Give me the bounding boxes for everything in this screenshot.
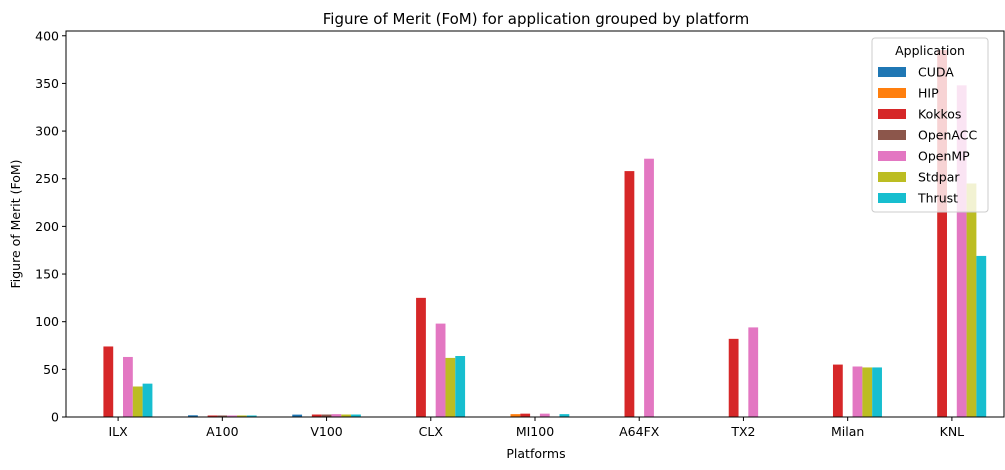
legend-title: Application xyxy=(895,43,965,58)
bar-kokkos-milan xyxy=(832,364,843,417)
legend-swatch-stdpar xyxy=(878,172,906,182)
bar-openmp-clx xyxy=(435,323,446,417)
bar-stdpar-knl xyxy=(966,183,977,417)
bar-openmp-mi100 xyxy=(539,413,550,417)
bar-stdpar-a100 xyxy=(237,415,247,417)
bar-kokkos-clx xyxy=(416,297,426,417)
bar-thrust-ilx xyxy=(142,383,153,417)
x-axis-label: Platforms xyxy=(506,446,565,461)
bar-thrust-mi100 xyxy=(559,414,570,417)
x-tick-label: V100 xyxy=(310,424,342,439)
x-axis: ILX A100 V100 CLX MI100 A64FX TX2 Milan KNL xyxy=(109,417,965,439)
bar-kokkos-a64fx xyxy=(624,171,635,417)
bar-openacc-v100 xyxy=(321,414,332,417)
bar-thrust-milan xyxy=(872,367,882,417)
bar-stdpar-milan xyxy=(862,367,873,417)
x-tick-label: ILX xyxy=(109,424,129,439)
legend-label-stdpar: Stdpar xyxy=(918,170,960,185)
bar-openacc-a100 xyxy=(217,415,228,417)
bars-group xyxy=(103,50,987,418)
legend-swatch-openmp xyxy=(878,151,906,161)
y-axis-label: Figure of Merit (FoM) xyxy=(8,159,23,288)
y-tick-label: 0 xyxy=(51,410,59,425)
bar-openmp-a100 xyxy=(227,415,238,417)
y-tick-label: 400 xyxy=(35,28,59,43)
bar-openmp-milan xyxy=(852,366,863,417)
bar-kokkos-mi100 xyxy=(520,413,531,417)
legend-swatch-openacc xyxy=(878,130,906,140)
x-tick-label: KNL xyxy=(940,424,965,439)
legend-swatch-cuda xyxy=(878,67,906,77)
bar-thrust-clx xyxy=(455,356,466,417)
bar-stdpar-v100 xyxy=(341,414,352,417)
x-tick-label: Milan xyxy=(831,424,864,439)
bar-cuda-v100 xyxy=(292,414,303,417)
bar-kokkos-a100 xyxy=(207,415,218,417)
bar-openmp-tx2 xyxy=(748,327,759,417)
x-tick-label: CLX xyxy=(419,424,444,439)
bar-kokkos-tx2 xyxy=(728,338,739,417)
plot-frame xyxy=(65,30,1005,418)
y-tick-label: 100 xyxy=(35,314,59,329)
legend-label-openacc: OpenACC xyxy=(918,128,977,143)
y-axis: 0 50 100 150 200 250 300 350 400 xyxy=(35,28,66,425)
legend-label-thrust: Thrust xyxy=(917,191,958,206)
bar-hip-mi100 xyxy=(510,414,521,417)
y-tick-label: 50 xyxy=(43,362,59,377)
bar-openmp-knl xyxy=(956,85,967,417)
bar-thrust-v100 xyxy=(351,414,361,417)
legend-swatch-hip xyxy=(878,88,906,98)
bar-cuda-a100 xyxy=(188,415,198,417)
legend: Application CUDA HIP Kokkos OpenACC OpenMP St… xyxy=(871,37,989,213)
legend-swatch-thrust xyxy=(878,193,906,203)
legend-label-openmp: OpenMP xyxy=(918,149,970,164)
bar-kokkos-ilx xyxy=(103,346,114,417)
bar-thrust-a100 xyxy=(246,415,257,417)
y-tick-label: 200 xyxy=(35,219,59,234)
x-tick-label: A100 xyxy=(206,424,238,439)
bar-stdpar-clx xyxy=(445,357,456,417)
bar-openmp-v100 xyxy=(331,414,342,417)
bar-openmp-ilx xyxy=(123,356,133,417)
y-tick-label: 150 xyxy=(35,267,59,282)
x-tick-label: A64FX xyxy=(619,424,660,439)
legend-swatch-kokkos xyxy=(878,109,906,119)
x-tick-label: MI100 xyxy=(516,424,554,439)
chart-title: Figure of Merit (FoM) for application gr… xyxy=(323,10,750,28)
legend-label-kokkos: Kokkos xyxy=(918,107,961,122)
bar-stdpar-ilx xyxy=(132,386,143,417)
y-tick-label: 250 xyxy=(35,171,59,186)
legend-label-cuda: CUDA xyxy=(918,65,954,80)
y-tick-label: 350 xyxy=(35,76,59,91)
y-tick-label: 300 xyxy=(35,124,59,139)
bar-openmp-a64fx xyxy=(644,158,654,417)
legend-frame xyxy=(871,37,989,213)
legend-label-hip: HIP xyxy=(918,86,939,101)
bar-kokkos-knl xyxy=(937,50,947,418)
x-tick-label: TX2 xyxy=(730,424,755,439)
bar-thrust-knl xyxy=(976,255,987,417)
bar-kokkos-v100 xyxy=(311,414,322,417)
